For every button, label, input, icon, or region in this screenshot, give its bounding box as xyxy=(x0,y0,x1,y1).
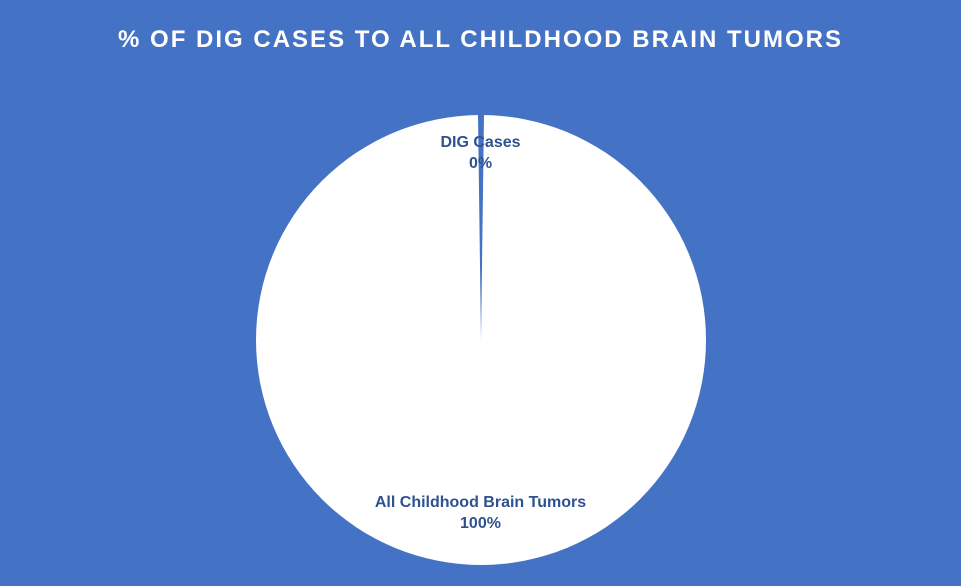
label-name: All Childhood Brain Tumors xyxy=(375,494,586,511)
chart-title: % OF DIG CASES TO ALL CHILDHOOD BRAIN TU… xyxy=(0,25,961,55)
label-pct: 100% xyxy=(460,515,501,532)
label-name: DIG Cases xyxy=(440,134,520,151)
pie-chart: DIG Cases 0% All Childhood Brain Tumors … xyxy=(256,115,706,565)
data-label-dig: DIG Cases 0% xyxy=(391,133,571,175)
data-label-all: All Childhood Brain Tumors 100% xyxy=(371,493,591,535)
pie-body: DIG Cases 0% All Childhood Brain Tumors … xyxy=(256,115,706,565)
label-pct: 0% xyxy=(469,155,492,172)
